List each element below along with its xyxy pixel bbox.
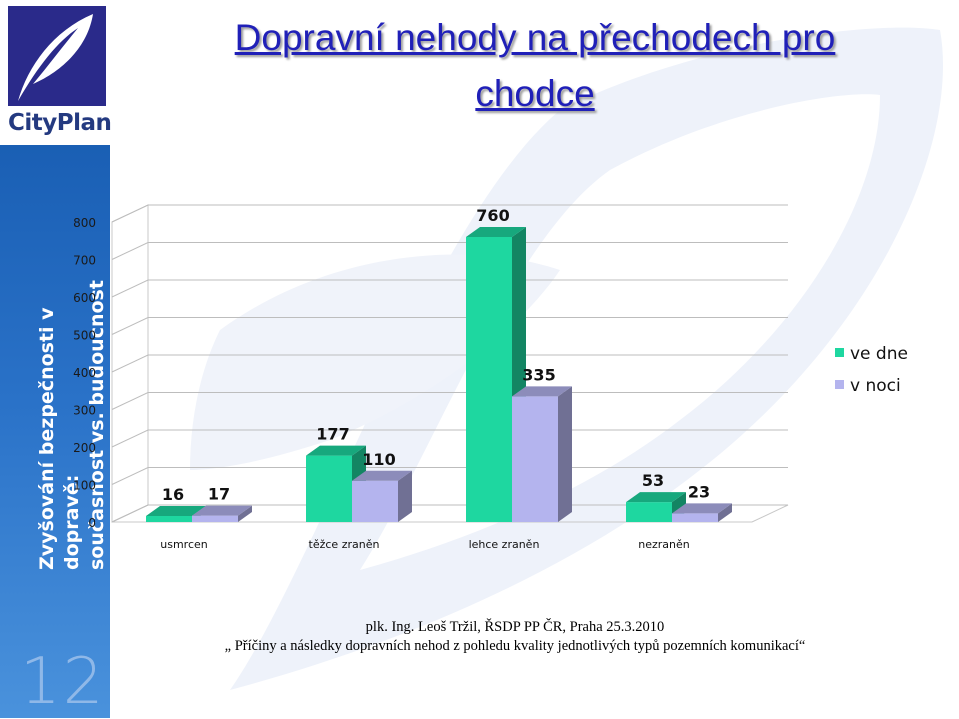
chart-grid — [111, 204, 789, 523]
bar-side — [718, 503, 732, 522]
bar-front — [352, 480, 398, 522]
bar-front — [306, 455, 352, 522]
logo-text: CityPlan — [8, 110, 112, 136]
data-label: 335 — [522, 365, 555, 384]
x-tick-label: lehce zraněn — [469, 538, 540, 551]
data-label: 110 — [362, 450, 395, 469]
bar-side — [558, 386, 572, 522]
logo-mark — [8, 6, 106, 106]
gridline — [111, 429, 788, 448]
bar — [466, 227, 526, 522]
y-tick-label: 200 — [73, 441, 96, 455]
gridline — [111, 317, 788, 335]
y-tick-label: 100 — [73, 479, 96, 493]
bar-front — [192, 515, 238, 522]
x-tick-label: usmrcen — [160, 538, 208, 551]
bar — [626, 492, 686, 522]
y-tick-label: 400 — [73, 366, 96, 380]
chart-labels: 0 100 200 300 400 500 600 700 800 16 17 usmrcen 177 1… — [73, 206, 710, 551]
cityplan-logo: CityPlan — [4, 4, 112, 144]
y-tick-label: 600 — [73, 291, 96, 305]
gridline — [111, 392, 788, 410]
bar-front — [466, 237, 512, 522]
bar-top — [146, 506, 206, 516]
data-label: 177 — [316, 425, 349, 444]
chart-bars — [146, 227, 732, 522]
y-tick-label: 500 — [73, 329, 96, 343]
gridline — [111, 354, 788, 373]
data-label: 760 — [476, 206, 509, 225]
bar-side — [398, 470, 412, 522]
x-tick-label: nezraněn — [638, 538, 690, 551]
citation-text: „ Příčiny a následky dopravních nehod z … — [224, 638, 806, 654]
y-tick-label: 300 — [73, 404, 96, 418]
y-tick-label: 800 — [73, 216, 96, 230]
y-tick-label: 700 — [73, 254, 96, 268]
gridline — [111, 204, 788, 223]
legend-swatch — [835, 348, 844, 357]
data-label: 23 — [688, 482, 710, 501]
bar-front — [626, 502, 672, 522]
gridline — [111, 504, 788, 523]
citation: plk. Ing. Leoš Tržil, ŘSDP PP ČR, Praha … — [170, 618, 860, 656]
data-label: 16 — [162, 485, 184, 504]
bar-front — [512, 396, 558, 522]
data-label: 53 — [642, 471, 664, 490]
slide-number: 12 — [20, 645, 106, 719]
y-tick-label: 0 — [88, 516, 96, 530]
chart-legend: ve dne v noci — [835, 344, 908, 396]
gridline — [111, 242, 788, 260]
bar-front — [146, 516, 192, 522]
gridline — [111, 467, 788, 485]
bar-top — [626, 492, 686, 503]
bar-top — [352, 470, 412, 481]
bar-front — [672, 513, 718, 522]
bar-top — [192, 505, 252, 516]
gridline — [111, 279, 788, 298]
citation-author: plk. Ing. Leoš Tržil, ŘSDP PP ČR, Praha … — [365, 619, 665, 635]
title-line2: chodce — [475, 73, 595, 114]
legend-label: ve dne — [850, 344, 908, 364]
bar-top — [512, 386, 572, 397]
bar — [192, 505, 252, 522]
title-line1: Dopravní nehody na přechodech pro — [234, 17, 836, 58]
bar — [672, 503, 732, 522]
bar — [352, 470, 412, 522]
bar — [512, 386, 572, 522]
legend-label: v noci — [850, 376, 901, 396]
logo-leaf-icon — [18, 14, 93, 101]
bar-top — [306, 445, 366, 456]
data-label: 17 — [208, 485, 230, 504]
x-tick-label: těžce zraněn — [309, 538, 380, 551]
sidebar — [0, 145, 110, 718]
bar — [306, 445, 366, 522]
bar-top — [672, 503, 732, 514]
bar-side — [238, 505, 252, 522]
legend-swatch — [835, 380, 844, 389]
page-title: Dopravní nehody na přechodech pro chodce — [120, 10, 950, 122]
bar-top — [466, 227, 526, 237]
